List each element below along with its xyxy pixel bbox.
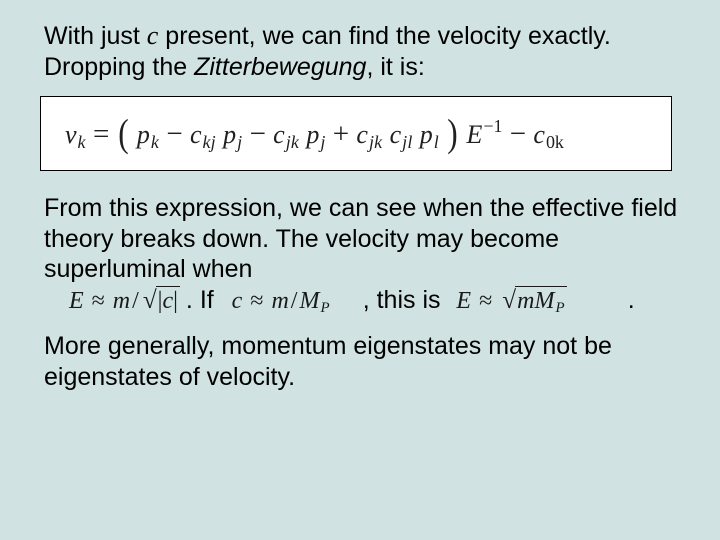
m1-sqrt-arg: |c| — [156, 286, 180, 316]
m1-c: c — [162, 288, 173, 314]
eq-p-sub: k — [150, 132, 159, 152]
m1-m: m — [113, 288, 130, 314]
eq-E: E — [467, 120, 483, 149]
eq-lparen: ( — [118, 111, 128, 156]
m1-surd: √ — [143, 287, 157, 314]
zitterbewegung: Zitterbewegung — [194, 53, 366, 81]
p1-text-c: , it is: — [366, 53, 424, 81]
eq-minus2: − — [250, 118, 274, 150]
eq-c4-sub: jl — [401, 132, 412, 152]
p2-after-m1: . If — [186, 286, 214, 314]
eq-p1: p — [223, 120, 236, 149]
eq-c1-sub: kj — [201, 132, 215, 152]
eq-c4: c — [390, 120, 402, 149]
eq-rparen: ) — [448, 111, 458, 156]
m3-E: E — [456, 288, 471, 314]
eq-p3: p — [420, 120, 433, 149]
math-E-approx-sqrt-mMP: E ≈ √mMP — [456, 288, 572, 314]
m2-m: m — [271, 288, 288, 314]
eq-v: v — [65, 120, 77, 149]
eq-c1: c — [190, 120, 202, 149]
eq-c5: c — [533, 120, 545, 149]
m3-sqrt-arg: mMP — [515, 286, 567, 317]
slide: With just c present, we can find the vel… — [0, 0, 720, 540]
m1-E: E — [69, 288, 84, 314]
p2-after-m3: . — [628, 286, 635, 314]
m3-surd: √ — [502, 287, 516, 314]
p2-math-line: E ≈ m/√|c| . If c ≈ m/MP , this is E ≈ √… — [44, 285, 688, 317]
eq-equals: = — [93, 118, 117, 150]
equation-box: vk = ( pk − ckj pj − cjk pj + cjk cjl pl… — [40, 96, 672, 171]
m2-M-sub: P — [319, 300, 329, 316]
velocity-equation: vk = ( pk − ckj pj − cjk pj + cjk cjl pl… — [65, 118, 564, 150]
eq-p: p — [137, 120, 150, 149]
eq-c3: c — [356, 120, 368, 149]
eq-v-sub: k — [77, 132, 86, 152]
p2-after-m2: , this is — [363, 286, 441, 314]
math-E-approx-m-sqrt-c: E ≈ m/√|c| — [69, 288, 186, 314]
eq-plus: + — [333, 118, 357, 150]
eq-p2: p — [306, 120, 319, 149]
eq-c3-sub: jk — [368, 132, 382, 152]
eq-c5-sub: 0k — [545, 132, 564, 152]
m2-c: c — [232, 288, 243, 314]
m2-slash: / — [289, 288, 300, 314]
m3-sqrt: √mMP — [500, 286, 566, 317]
eq-c2-sub: jk — [285, 132, 299, 152]
eq-c2: c — [273, 120, 285, 149]
var-c: c — [147, 21, 159, 50]
paragraph-2: From this expression, we can see when th… — [44, 193, 688, 317]
m3-M-sub: P — [554, 300, 564, 316]
m3-M: M — [534, 288, 554, 314]
eq-minus1: − — [166, 118, 190, 150]
eq-p3-sub: l — [433, 132, 439, 152]
m2-M: M — [299, 288, 319, 314]
m2-approx: ≈ — [248, 288, 265, 314]
m3-m: m — [517, 288, 534, 314]
paragraph-3: More generally, momentum eigenstates may… — [44, 331, 688, 392]
eq-p2-sub: j — [319, 132, 325, 152]
m1-bar-close: | — [173, 288, 178, 314]
eq-p1-sub: j — [236, 132, 242, 152]
paragraph-1: With just c present, we can find the vel… — [44, 20, 688, 82]
m1-slash: / — [130, 288, 141, 314]
p1-text-a: With just — [44, 22, 147, 50]
m3-approx: ≈ — [477, 288, 494, 314]
m1-approx: ≈ — [90, 288, 107, 314]
p2-text-a: From this expression, we can see when th… — [44, 194, 677, 283]
m1-sqrt: √|c| — [141, 286, 180, 317]
eq-minus3: − — [510, 118, 534, 150]
p3-text: More generally, momentum eigenstates may… — [44, 332, 612, 391]
eq-E-sup: −1 — [482, 116, 502, 136]
math-c-approx-m-over-MP: c ≈ m/MP — [232, 288, 336, 314]
